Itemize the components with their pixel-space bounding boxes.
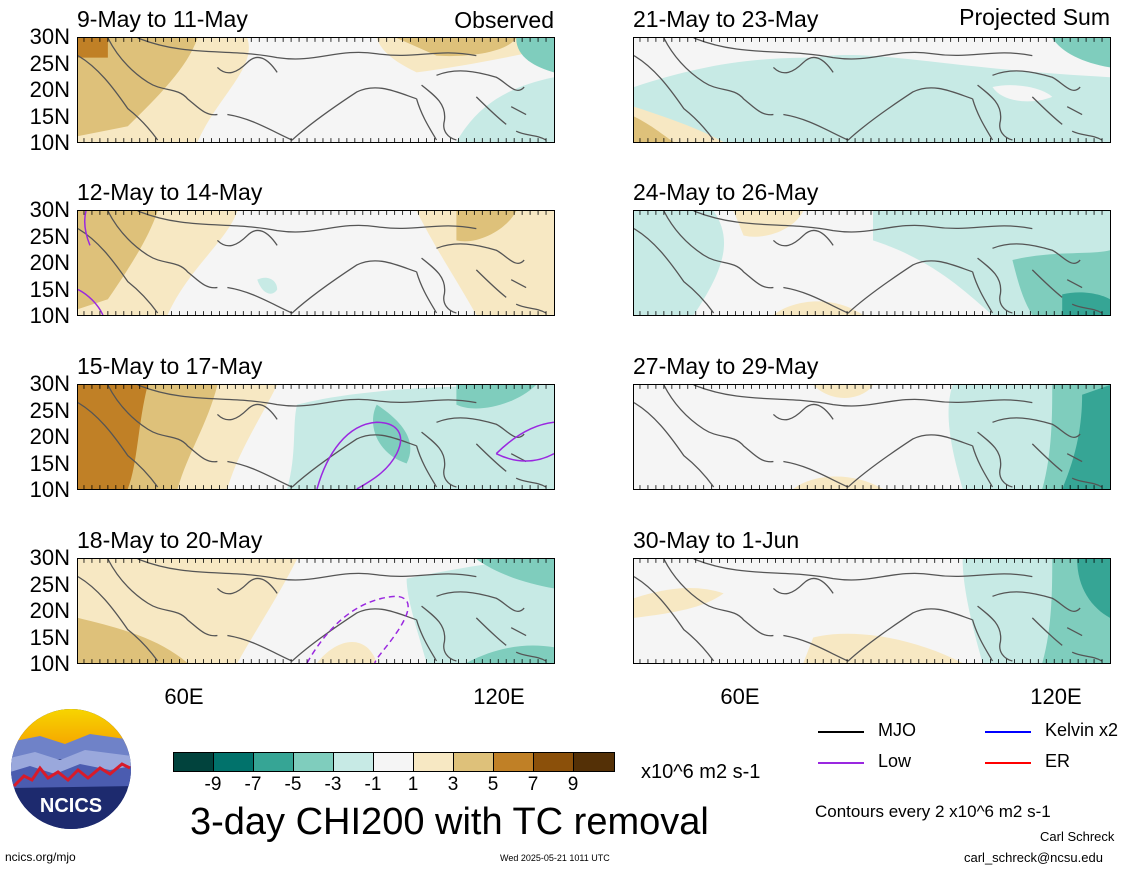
contours-note: Contours every 2 x10^6 m2 s-1 xyxy=(815,802,1051,821)
lat-label: 10N xyxy=(29,651,70,676)
er-legend-line xyxy=(985,762,1031,764)
colorbar-swatch xyxy=(574,753,614,771)
low-legend-label: Low xyxy=(878,751,912,771)
colorbar-swatch xyxy=(174,753,214,771)
map-panel-1 xyxy=(77,37,555,143)
footer-email[interactable]: carl_schreck@ncsu.edu xyxy=(964,850,1103,865)
lon-label-60e-right: 60E xyxy=(720,684,760,709)
lat-label: 25N xyxy=(29,223,70,249)
lat-label: 25N xyxy=(29,397,70,423)
panel-title-1: 9-May to 11-May xyxy=(77,6,248,32)
lat-label: 15N xyxy=(29,450,70,476)
panel-title-2: 21-May to 23-May xyxy=(633,6,819,32)
colorbar-tick-label: -5 xyxy=(284,774,302,795)
main-title: 3-day CHI200 with TC removal xyxy=(190,801,709,843)
kelvin-legend-label: Kelvin x2 xyxy=(1045,720,1119,740)
panel-title-4: 24-May to 26-May xyxy=(633,179,819,205)
colorbar-tick-label: 5 xyxy=(487,774,499,795)
map-panel-7 xyxy=(77,558,555,664)
colorbar-swatch xyxy=(454,753,494,771)
lon-label-120e-left: 120E xyxy=(473,684,525,709)
mjo-legend-line xyxy=(818,731,864,733)
lat-label: 30N xyxy=(29,545,70,570)
colorbar-swatch xyxy=(214,753,254,771)
colorbar-tick-label: 9 xyxy=(567,774,579,795)
lon-label-60e-left: 60E xyxy=(164,684,204,709)
lat-label: 10N xyxy=(29,130,70,155)
lat-label: 25N xyxy=(29,50,70,76)
logo-text: NCICS xyxy=(40,795,102,817)
panel-title-7: 18-May to 20-May xyxy=(77,527,263,553)
colorbar-swatch xyxy=(254,753,294,771)
lat-label: 30N xyxy=(29,197,70,222)
colorbar-swatch xyxy=(534,753,574,771)
colorbar-tick-label: -7 xyxy=(244,774,262,795)
lat-label: 20N xyxy=(29,598,70,623)
colorbar xyxy=(173,752,615,772)
lat-label: 20N xyxy=(29,77,70,102)
lat-label: 10N xyxy=(29,303,70,328)
panel-title-6: 27-May to 29-May xyxy=(633,353,819,379)
kelvin-legend-line xyxy=(985,731,1031,733)
lat-label: 15N xyxy=(29,624,70,650)
map-panel-6 xyxy=(633,384,1111,490)
colorbar-swatch xyxy=(494,753,534,771)
lat-label: 25N xyxy=(29,571,70,597)
map-panel-4 xyxy=(633,210,1111,316)
colorbar-tick-label: 3 xyxy=(447,774,459,795)
map-panel-2 xyxy=(633,37,1111,143)
lat-label: 30N xyxy=(29,371,70,396)
lat-label: 20N xyxy=(29,424,70,449)
lat-label: 10N xyxy=(29,477,70,502)
ncics-logo: NCICS xyxy=(10,708,132,830)
lat-label: 20N xyxy=(29,250,70,275)
colorbar-tick-label: 7 xyxy=(527,774,539,795)
projected-sum-tag: Projected Sum xyxy=(959,4,1110,30)
map-panel-3 xyxy=(77,210,555,316)
lon-label-120e-right: 120E xyxy=(1030,684,1082,709)
colorbar-tick-label: -9 xyxy=(204,774,222,795)
colorbar-swatch xyxy=(374,753,414,771)
low-legend-line xyxy=(818,762,864,764)
lat-label: 15N xyxy=(29,276,70,302)
footer-url[interactable]: ncics.org/mjo xyxy=(5,850,76,864)
er-legend-label: ER xyxy=(1045,751,1071,771)
panel-title-3: 12-May to 14-May xyxy=(77,179,263,205)
footer-author: Carl Schreck xyxy=(1040,829,1115,844)
lat-label: 30N xyxy=(29,24,70,49)
colorbar-swatch xyxy=(334,753,374,771)
map-panel-5 xyxy=(77,384,555,490)
colorbar-swatch xyxy=(414,753,454,771)
footer-timestamp: Wed 2025-05-21 1011 UTC xyxy=(500,853,610,863)
panel-title-5: 15-May to 17-May xyxy=(77,353,263,379)
map-panel-8 xyxy=(633,558,1111,664)
mjo-legend-label: MJO xyxy=(878,720,916,740)
observed-tag: Observed xyxy=(454,7,554,33)
colorbar-tick-label: -1 xyxy=(364,774,382,795)
colorbar-tick-label: -3 xyxy=(324,774,342,795)
panel-title-8: 30-May to 1-Jun xyxy=(633,527,800,553)
colorbar-swatch xyxy=(294,753,334,771)
lat-label: 15N xyxy=(29,103,70,129)
colorbar-units: x10^6 m2 s-1 xyxy=(641,761,761,783)
colorbar-tick-label: 1 xyxy=(407,774,419,795)
